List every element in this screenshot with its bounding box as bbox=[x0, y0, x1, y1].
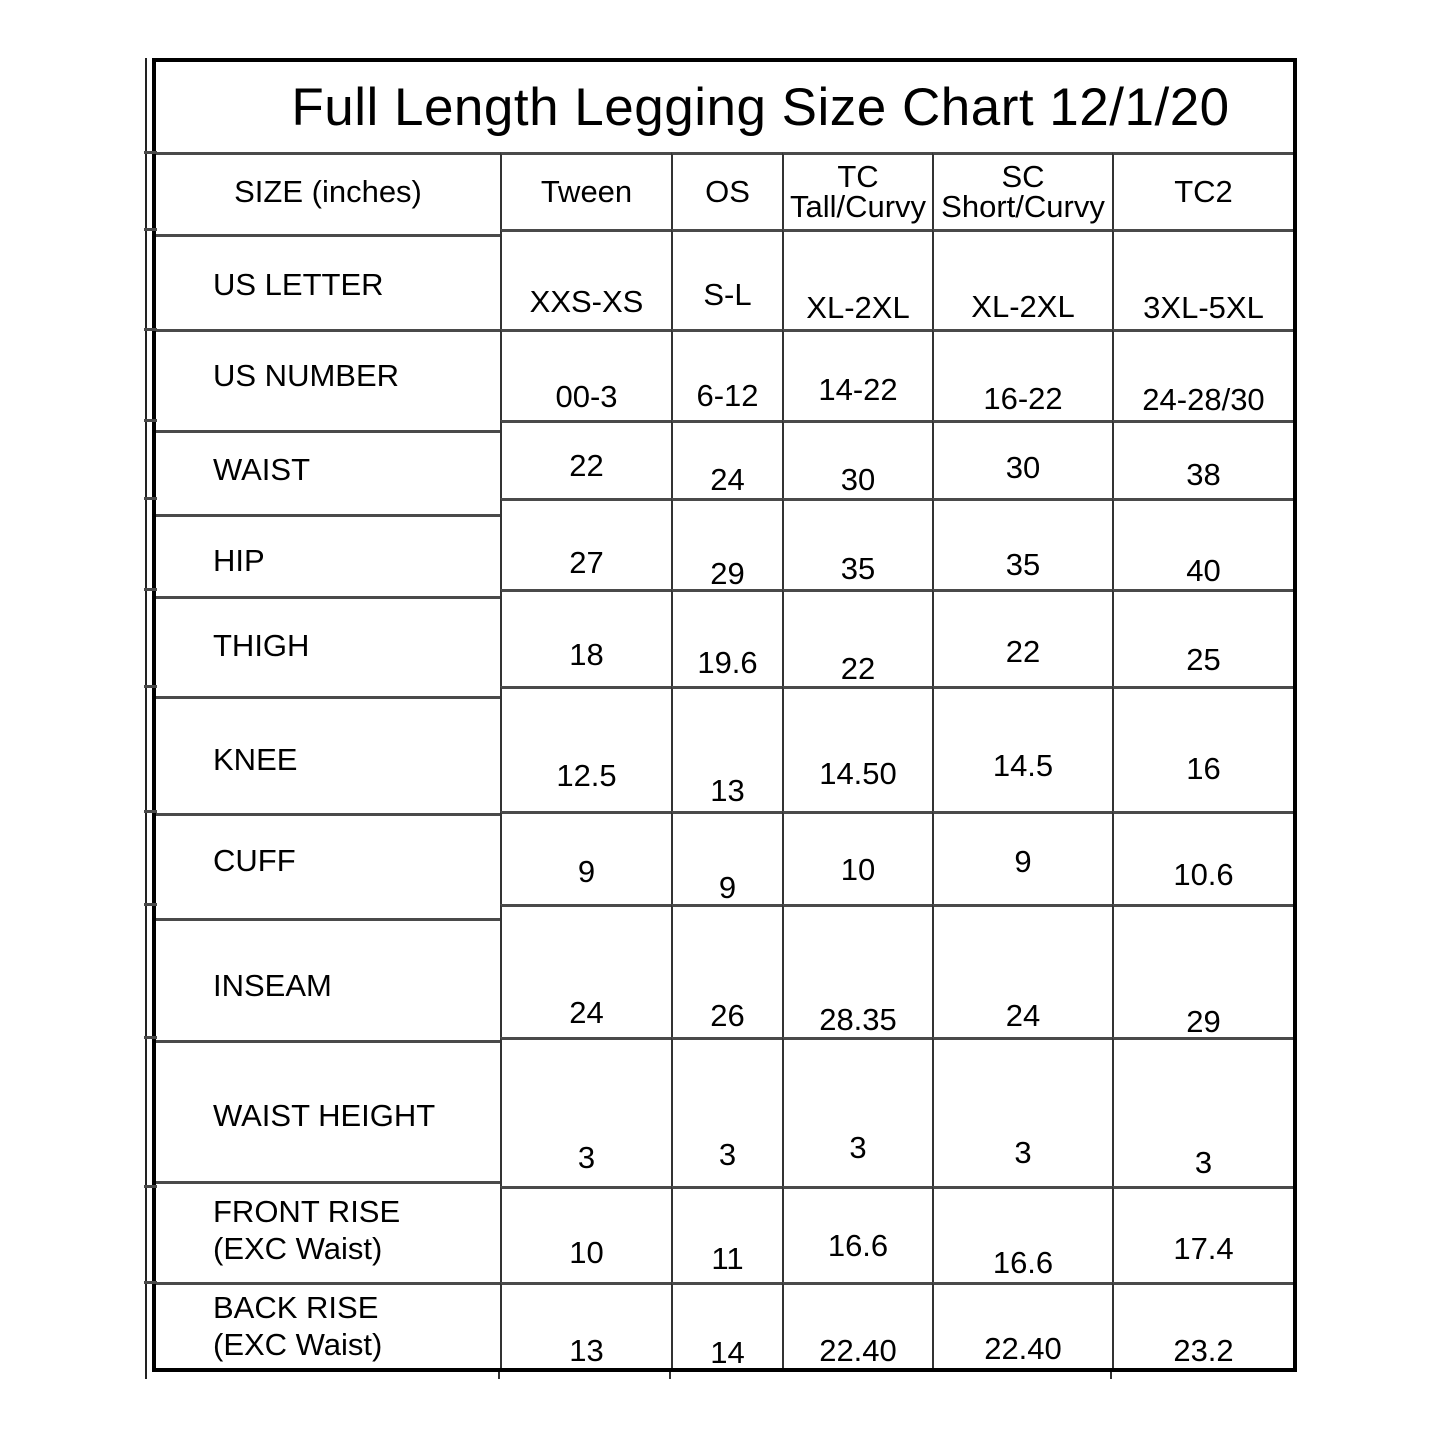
cell-waist-os: 24 bbox=[671, 420, 782, 498]
cell-inseam-tween: 24 bbox=[500, 904, 671, 1037]
cell-hip-tween: 27 bbox=[500, 498, 671, 589]
row-label-us-number: US NUMBER bbox=[156, 329, 500, 420]
chart-title: Full Length Legging Size Chart 12/1/20 bbox=[291, 77, 1230, 137]
cell-inseam-tc-tall-curvy: 28.35 bbox=[782, 904, 932, 1037]
row-label-front-rise-exc-waist: FRONT RISE (EXC Waist) bbox=[156, 1181, 500, 1277]
row-line-tick bbox=[144, 497, 157, 500]
cell-waist-sc-short-curvy: 30 bbox=[932, 420, 1112, 498]
cell-knee-os: 13 bbox=[671, 686, 782, 811]
cell-us-letter-tween: XXS-XS bbox=[500, 229, 671, 329]
row-line-tick bbox=[144, 588, 157, 591]
cell-cuff-tc2: 10.6 bbox=[1112, 811, 1293, 904]
cell-knee-sc-short-curvy: 14.5 bbox=[932, 686, 1112, 811]
cell-front-rise-exc-waist-os: 11 bbox=[671, 1186, 782, 1282]
cell-inseam-tc2: 29 bbox=[1112, 904, 1293, 1037]
cell-waist-tc-tall-curvy: 30 bbox=[782, 420, 932, 498]
row-line-tick bbox=[144, 903, 157, 906]
cell-us-number-sc-short-curvy: 16-22 bbox=[932, 329, 1112, 420]
cell-inseam-os: 26 bbox=[671, 904, 782, 1037]
table-left-edge-line bbox=[145, 58, 147, 1379]
row-line-tick bbox=[144, 810, 157, 813]
row-label-cuff: CUFF bbox=[156, 813, 500, 906]
cell-us-letter-tc-tall-curvy: XL-2XL bbox=[782, 229, 932, 329]
cell-knee-tc-tall-curvy: 14.50 bbox=[782, 686, 932, 811]
cell-us-number-tween: 00-3 bbox=[500, 329, 671, 420]
cell-us-number-tc2: 24-28/30 bbox=[1112, 329, 1293, 420]
cell-waist-height-tc-tall-curvy: 3 bbox=[782, 1037, 932, 1186]
column-header-tc2: TC2 bbox=[1112, 152, 1293, 229]
column-header-os: OS bbox=[671, 152, 782, 229]
cell-cuff-sc-short-curvy: 9 bbox=[932, 811, 1112, 904]
cell-front-rise-exc-waist-tc-tall-curvy: 16.6 bbox=[782, 1186, 932, 1282]
cell-waist-height-tc2: 3 bbox=[1112, 1037, 1293, 1186]
size-chart-table: Full Length Legging Size Chart 12/1/20 S… bbox=[152, 58, 1297, 1372]
cell-thigh-os: 19.6 bbox=[671, 589, 782, 686]
row-line-tick bbox=[144, 328, 157, 331]
row-label-us-letter: US LETTER bbox=[156, 234, 500, 334]
row-line-tick bbox=[144, 1185, 157, 1188]
cell-knee-tc2: 16 bbox=[1112, 686, 1293, 811]
cell-thigh-tween: 18 bbox=[500, 589, 671, 686]
row-line-tick bbox=[144, 685, 157, 688]
cell-cuff-tc-tall-curvy: 10 bbox=[782, 811, 932, 904]
cell-front-rise-exc-waist-tween: 10 bbox=[500, 1186, 671, 1282]
row-label-waist-height: WAIST HEIGHT bbox=[156, 1040, 500, 1189]
cell-front-rise-exc-waist-sc-short-curvy: 16.6 bbox=[932, 1186, 1112, 1282]
cell-front-rise-exc-waist-tc2: 17.4 bbox=[1112, 1186, 1293, 1282]
row-line-tick bbox=[144, 151, 157, 154]
cell-waist-height-os: 3 bbox=[671, 1037, 782, 1186]
cell-cuff-tween: 9 bbox=[500, 811, 671, 904]
row-label-back-rise-exc-waist: BACK RISE (EXC Waist) bbox=[156, 1282, 500, 1368]
cell-us-letter-os: S-L bbox=[671, 229, 782, 329]
column-line-stub bbox=[1110, 1372, 1112, 1379]
row-line-tick bbox=[144, 419, 157, 422]
cell-thigh-tc2: 25 bbox=[1112, 589, 1293, 686]
cell-back-rise-exc-waist-tc-tall-curvy: 22.40 bbox=[782, 1282, 932, 1368]
cell-back-rise-exc-waist-tween: 13 bbox=[500, 1282, 671, 1368]
cell-back-rise-exc-waist-os: 14 bbox=[671, 1282, 782, 1368]
cell-thigh-tc-tall-curvy: 22 bbox=[782, 589, 932, 686]
row-label-hip: HIP bbox=[156, 514, 500, 605]
cell-hip-sc-short-curvy: 35 bbox=[932, 498, 1112, 589]
row-label-knee: KNEE bbox=[156, 696, 500, 821]
cell-us-letter-sc-short-curvy: XL-2XL bbox=[932, 229, 1112, 329]
row-label-thigh: THIGH bbox=[156, 596, 500, 693]
cell-inseam-sc-short-curvy: 24 bbox=[932, 904, 1112, 1037]
cell-waist-tc2: 38 bbox=[1112, 420, 1293, 498]
row-line-tick bbox=[144, 228, 157, 231]
cell-back-rise-exc-waist-sc-short-curvy: 22.40 bbox=[932, 1282, 1112, 1368]
cell-us-number-tc-tall-curvy: 14-22 bbox=[782, 329, 932, 420]
cell-us-number-os: 6-12 bbox=[671, 329, 782, 420]
cell-us-letter-tc2: 3XL-5XL bbox=[1112, 229, 1293, 329]
cell-cuff-os: 9 bbox=[671, 811, 782, 904]
column-header-size-inches: SIZE (inches) bbox=[156, 152, 500, 229]
row-label-inseam: INSEAM bbox=[156, 918, 500, 1051]
column-header-tween: Tween bbox=[500, 152, 671, 229]
cell-knee-tween: 12.5 bbox=[500, 686, 671, 811]
row-line-tick bbox=[144, 1281, 157, 1284]
column-header-sc-short-curvy: SC Short/Curvy bbox=[932, 152, 1112, 229]
row-label-waist: WAIST bbox=[156, 430, 500, 508]
cell-waist-height-tween: 3 bbox=[500, 1037, 671, 1186]
column-header-tc-tall-curvy: TC Tall/Curvy bbox=[782, 152, 932, 229]
cell-hip-os: 29 bbox=[671, 498, 782, 589]
cell-waist-height-sc-short-curvy: 3 bbox=[932, 1037, 1112, 1186]
row-line-tick bbox=[144, 1036, 157, 1039]
cell-hip-tc-tall-curvy: 35 bbox=[782, 498, 932, 589]
column-line-stub bbox=[498, 1372, 500, 1379]
cell-thigh-sc-short-curvy: 22 bbox=[932, 589, 1112, 686]
cell-waist-tween: 22 bbox=[500, 420, 671, 498]
cell-back-rise-exc-waist-tc2: 23.2 bbox=[1112, 1282, 1293, 1368]
column-line-stub bbox=[669, 1372, 671, 1379]
cell-hip-tc2: 40 bbox=[1112, 498, 1293, 589]
